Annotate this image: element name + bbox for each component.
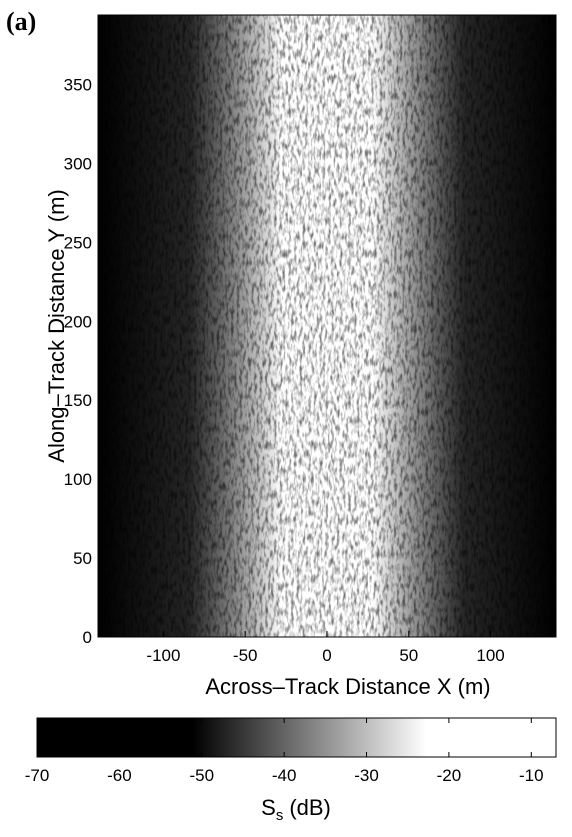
colorbar-tick-label: -50 [189, 766, 214, 785]
colorbar-tick-label: -60 [107, 766, 132, 785]
x-tick-label: 50 [399, 646, 418, 665]
colorbar-label-sub: s [276, 807, 284, 824]
colorbar-tick-label: -30 [354, 766, 379, 785]
y-tick-label: 150 [64, 391, 92, 410]
y-tick-label: 0 [83, 628, 92, 647]
y-tick-label: 200 [64, 312, 92, 331]
y-axis-label: Along–Track Distance Y (m) [44, 189, 69, 462]
colorbar-label: Ss (dB) [261, 795, 331, 824]
y-tick-label: 300 [64, 154, 92, 173]
y-tick-label: 350 [64, 75, 92, 94]
colorbar-label-main: S [261, 795, 276, 820]
x-tick-label: -100 [146, 646, 180, 665]
colorbar [36, 717, 557, 758]
colorbar-tick-label: -20 [437, 766, 462, 785]
colorbar-label-unit: (dB) [289, 795, 331, 820]
y-tick-label: 250 [64, 233, 92, 252]
colorbar-tick-label: -10 [519, 766, 544, 785]
colorbar-tick-label: -40 [272, 766, 297, 785]
panel-label: (a) [6, 7, 36, 36]
x-tick-label: 100 [476, 646, 504, 665]
x-axis-label: Across–Track Distance X (m) [205, 674, 490, 699]
x-tick-label: -50 [233, 646, 258, 665]
x-tick-label: 0 [322, 646, 331, 665]
y-tick-label: 50 [73, 549, 92, 568]
image-texture [98, 15, 556, 637]
y-tick-label: 100 [64, 470, 92, 489]
colorbar-tick-label: -70 [25, 766, 50, 785]
